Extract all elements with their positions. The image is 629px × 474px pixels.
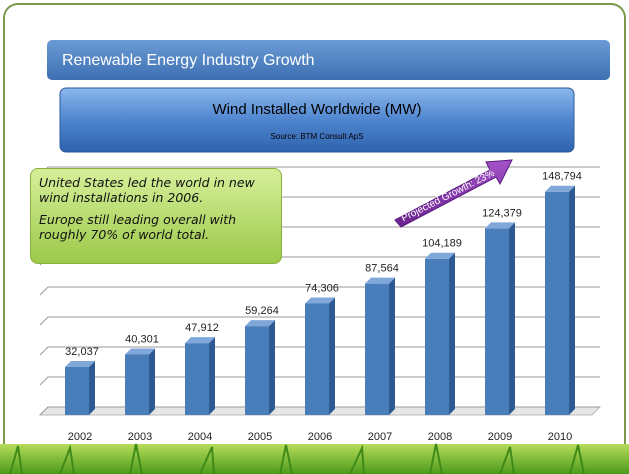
bar-side bbox=[329, 298, 335, 415]
bar-front bbox=[185, 343, 209, 415]
bar bbox=[65, 361, 95, 415]
value-label: 104,189 bbox=[422, 238, 462, 250]
bar-front bbox=[485, 228, 509, 415]
chart-subtitle: Source: BTM Consult ApS bbox=[271, 132, 364, 141]
bar bbox=[245, 320, 275, 415]
bar-front bbox=[425, 259, 449, 415]
callout: United States led the world in new wind … bbox=[30, 168, 282, 264]
x-tick-label: 2003 bbox=[128, 431, 152, 443]
x-tick-label: 2010 bbox=[548, 431, 572, 443]
value-label: 148,794 bbox=[542, 171, 582, 183]
bar bbox=[365, 278, 395, 415]
grass bbox=[0, 444, 629, 474]
bar-front bbox=[125, 355, 149, 415]
bar bbox=[185, 337, 215, 415]
bar-side bbox=[269, 320, 275, 415]
bar bbox=[485, 222, 515, 415]
bar-front bbox=[65, 367, 89, 415]
x-tick-label: 2008 bbox=[428, 431, 452, 443]
chart-title: Wind Installed Worldwide (MW) bbox=[213, 101, 422, 118]
value-label: 40,301 bbox=[125, 333, 159, 345]
header-title: Renewable Energy Industry Growth bbox=[62, 52, 315, 69]
bar-front bbox=[545, 192, 569, 415]
callout-text: United States led the world in new wind … bbox=[39, 175, 273, 205]
bar bbox=[125, 349, 155, 415]
slide: Renewable Energy Industry Growth Wind In… bbox=[0, 0, 629, 474]
bar-front bbox=[305, 304, 329, 415]
x-tick-label: 2004 bbox=[188, 431, 212, 443]
bar-side bbox=[149, 349, 155, 415]
bar-side bbox=[509, 222, 515, 415]
bar bbox=[545, 186, 575, 415]
value-label: 87,564 bbox=[365, 263, 399, 275]
bar-side bbox=[449, 253, 455, 415]
bar-side bbox=[569, 186, 575, 415]
bar bbox=[425, 253, 455, 415]
x-tick-label: 2007 bbox=[368, 431, 392, 443]
bar-front bbox=[365, 284, 389, 415]
x-tick-label: 2002 bbox=[68, 431, 92, 443]
x-tick-label: 2005 bbox=[248, 431, 272, 443]
bar-side bbox=[209, 337, 215, 415]
x-tick-label: 2006 bbox=[308, 431, 332, 443]
bar bbox=[305, 298, 335, 415]
bar-front bbox=[245, 326, 269, 415]
value-label: 47,912 bbox=[185, 322, 219, 334]
chart-title-box bbox=[60, 88, 574, 152]
value-label: 59,264 bbox=[245, 305, 279, 317]
value-label: 32,037 bbox=[65, 346, 99, 358]
value-label: 124,379 bbox=[482, 207, 522, 219]
bar-side bbox=[89, 361, 95, 415]
bar-side bbox=[389, 278, 395, 415]
x-tick-label: 2009 bbox=[488, 431, 512, 443]
value-label: 74,306 bbox=[305, 282, 339, 294]
callout-text: Europe still leading overall with roughl… bbox=[39, 212, 273, 242]
